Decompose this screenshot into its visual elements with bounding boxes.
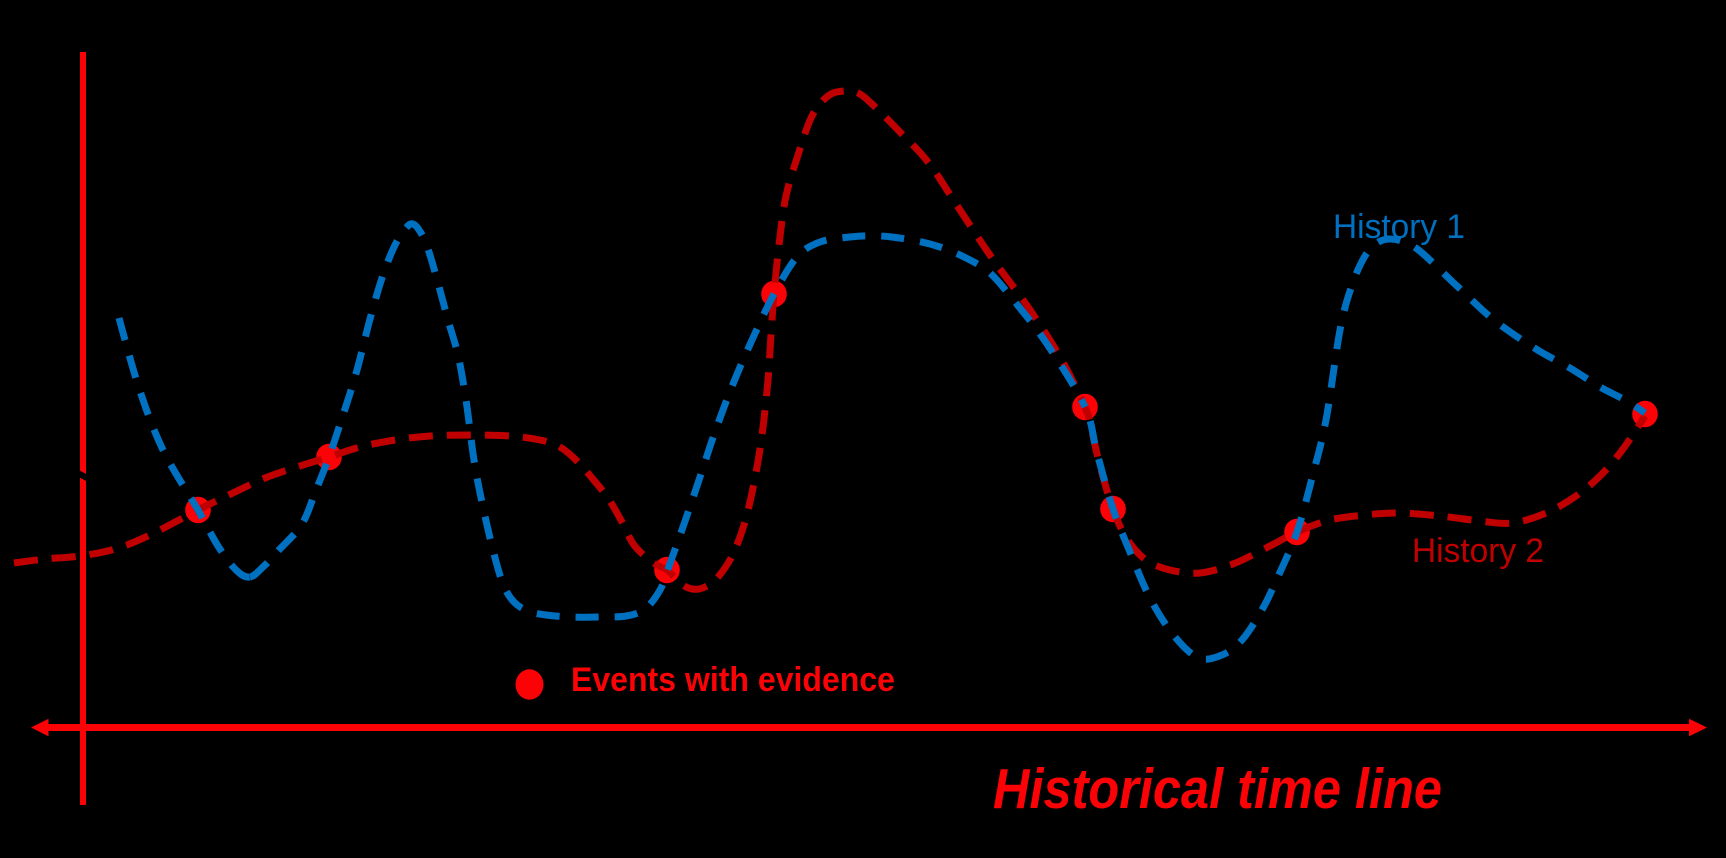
- svg-text:History 1: History 1: [1333, 208, 1465, 246]
- svg-text:Historical time line: Historical time line: [993, 757, 1442, 821]
- svg-text:Events with evidence: Events with evidence: [571, 661, 895, 699]
- svg-text:History 2: History 2: [1412, 532, 1544, 570]
